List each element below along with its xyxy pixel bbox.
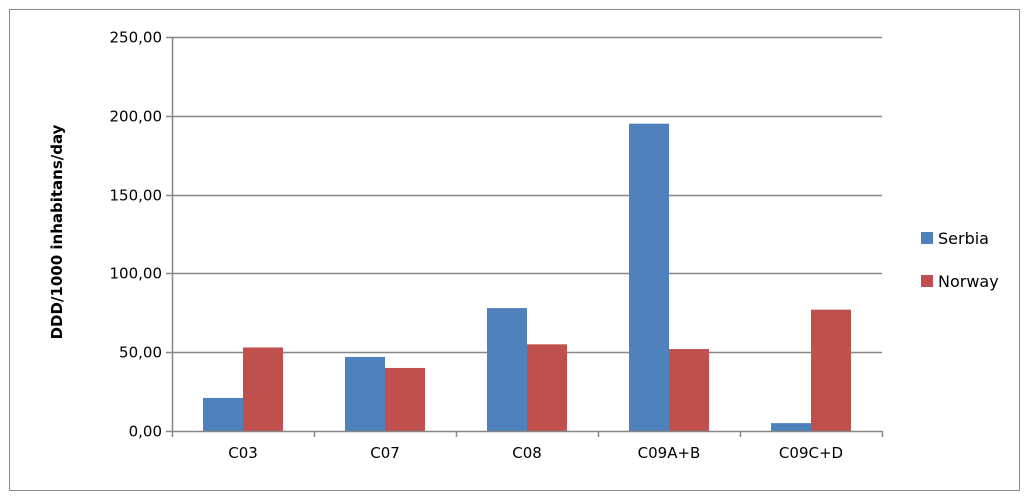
- y-tick-label-2: 100,00: [110, 265, 163, 283]
- y-tick-label-4: 200,00: [110, 108, 163, 126]
- x-tick-label-3: C09A+B: [638, 444, 701, 462]
- y-tick-label-5: 250,00: [110, 29, 163, 47]
- bar-norway-c03: [243, 347, 283, 431]
- legend-item-serbia: Serbia: [921, 229, 989, 248]
- x-tick-label-0: C03: [228, 444, 258, 462]
- bar-norway-c09a-b: [669, 349, 709, 431]
- bar-serbia-c09a-b: [629, 123, 669, 432]
- axes: [166, 36, 884, 437]
- bar-serbia-c08: [487, 308, 527, 431]
- legend-swatch-serbia: [921, 232, 933, 244]
- bar-norway-c08: [527, 344, 567, 431]
- legend: Serbia Norway: [921, 229, 999, 291]
- y-tick-label-1: 50,00: [119, 344, 162, 362]
- tick-labels: 0,00 50,00 100,00 150,00 200,00 250,00 C03 C07 C…: [110, 29, 844, 463]
- x-tick-label-4: C09C+D: [779, 444, 843, 462]
- bar-serbia-c03: [203, 397, 243, 431]
- bar-norway-c09c-d: [811, 309, 851, 431]
- x-tick-label-1: C07: [370, 444, 400, 462]
- y-tick-label-0: 0,00: [129, 423, 162, 441]
- x-tick-label-2: C08: [512, 444, 542, 462]
- legend-swatch-norway: [921, 275, 933, 287]
- bars: [203, 123, 851, 432]
- y-axis-title: DDD/1000 inhabitans/day: [48, 124, 66, 339]
- legend-item-norway: Norway: [921, 272, 999, 291]
- legend-label-norway: Norway: [938, 272, 999, 291]
- bar-norway-c07: [385, 367, 425, 431]
- gridlines: [172, 36, 882, 354]
- bar-serbia-c07: [345, 356, 385, 431]
- y-tick-label-3: 150,00: [110, 187, 163, 205]
- legend-label-serbia: Serbia: [938, 229, 989, 248]
- bar-serbia-c09c-d: [771, 423, 811, 431]
